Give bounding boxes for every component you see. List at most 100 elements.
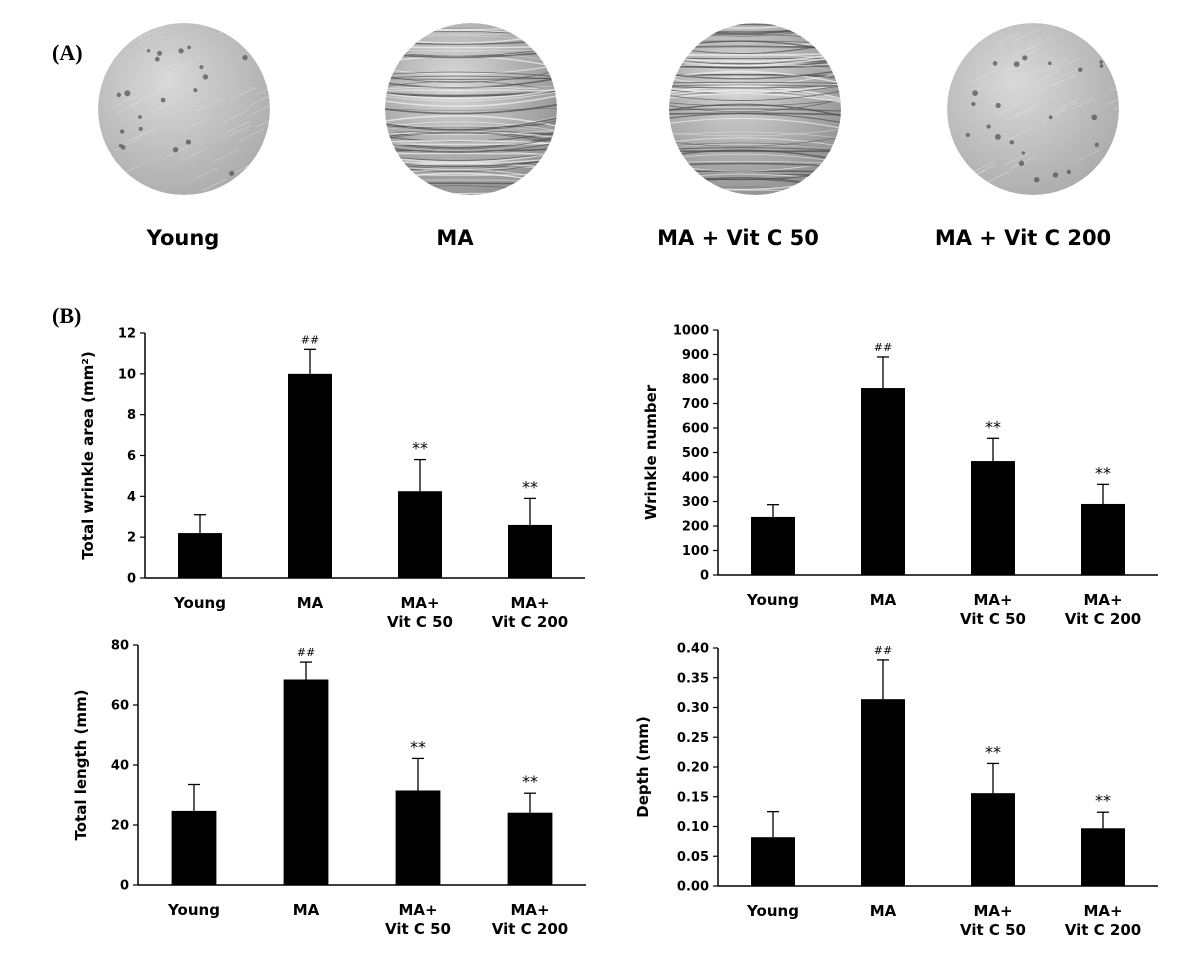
significance-label: ** xyxy=(522,772,538,791)
y-axis-label: Total wrinkle area (mm²) xyxy=(79,351,97,559)
y-tick-label: 900 xyxy=(682,348,709,363)
y-tick-label: 12 xyxy=(118,327,136,342)
x-tick-label: Vit C 200 xyxy=(1065,921,1141,939)
bar xyxy=(171,810,217,885)
x-tick-label: Vit C 50 xyxy=(387,613,453,631)
x-tick-label: MA xyxy=(293,901,320,919)
bar xyxy=(507,812,553,885)
chart-wrinkle-number: 0 100 200 300 400 500 600 700 800 900 1000 Wrinkle … xyxy=(642,324,1158,628)
x-tick-label: MA+ xyxy=(1083,591,1122,609)
panel-label-b: (B) xyxy=(52,303,82,328)
bar xyxy=(751,516,795,575)
significance-label: ## xyxy=(297,646,315,659)
y-tick-label: 40 xyxy=(111,759,129,774)
significance-label: ## xyxy=(301,333,319,346)
photo-label-ma: MA xyxy=(436,226,474,250)
significance-label: ** xyxy=(412,439,428,458)
panel-label-a: (A) xyxy=(52,40,83,65)
x-tick-label: Vit C 200 xyxy=(1065,610,1141,628)
x-tick-label: Vit C 50 xyxy=(960,610,1026,628)
y-tick-label: 2 xyxy=(127,531,136,546)
y-tick-label: 10 xyxy=(118,367,136,382)
y-tick-label: 0.05 xyxy=(677,850,709,865)
significance-label: ** xyxy=(410,737,426,756)
y-tick-label: 0.30 xyxy=(677,701,709,716)
bar xyxy=(971,793,1015,886)
significance-label: ## xyxy=(874,341,892,354)
significance-label: ** xyxy=(985,417,1001,436)
y-tick-label: 0 xyxy=(120,879,129,894)
x-tick-label: MA+ xyxy=(510,594,549,612)
y-tick-label: 0.20 xyxy=(677,761,709,776)
y-tick-label: 200 xyxy=(682,520,709,535)
y-tick-label: 0 xyxy=(700,569,709,584)
photo-young xyxy=(98,23,270,195)
y-tick-label: 400 xyxy=(682,471,709,486)
bar xyxy=(395,790,441,885)
photo-ma-vitc200 xyxy=(947,23,1119,195)
x-tick-label: Young xyxy=(746,902,799,920)
x-tick-label: Young xyxy=(167,901,220,919)
x-tick-label: Young xyxy=(746,591,799,609)
photo-label-young: Young xyxy=(146,226,220,250)
bar xyxy=(971,461,1015,575)
bar xyxy=(1081,828,1125,886)
y-axis-label: Total length (mm) xyxy=(72,690,90,841)
bar xyxy=(861,388,905,575)
chart-depth: 0.00 0.05 0.10 0.15 0.20 0.25 0.30 0.35 0.40 Dept… xyxy=(634,642,1158,939)
y-tick-label: 20 xyxy=(111,819,129,834)
y-tick-label: 80 xyxy=(111,639,129,654)
y-tick-label: 6 xyxy=(127,449,136,464)
y-tick-label: 0.35 xyxy=(677,671,709,686)
y-tick-label: 700 xyxy=(682,397,709,412)
x-tick-label: MA+ xyxy=(400,594,439,612)
significance-label: ** xyxy=(985,742,1001,761)
y-tick-label: 0.40 xyxy=(677,642,709,657)
bar xyxy=(398,491,442,578)
y-tick-label: 1000 xyxy=(673,324,709,339)
x-tick-label: MA xyxy=(870,902,897,920)
bar xyxy=(283,679,329,885)
significance-label: ** xyxy=(1095,463,1111,482)
y-axis-label: Wrinkle number xyxy=(642,384,660,520)
bar xyxy=(508,524,552,578)
x-tick-label: MA xyxy=(870,591,897,609)
y-tick-label: 100 xyxy=(682,544,709,559)
chart-wrinkle-area: 0 2 4 6 8 10 12 Total wrinkle area (mm²) Young ##… xyxy=(79,327,585,631)
x-tick-label: Vit C 200 xyxy=(492,613,568,631)
y-tick-label: 4 xyxy=(127,490,136,505)
x-tick-label: MA+ xyxy=(973,902,1012,920)
y-tick-label: 500 xyxy=(682,446,709,461)
x-tick-label: Vit C 200 xyxy=(492,920,568,938)
photo-label-ma-vitc50: MA + Vit C 50 xyxy=(657,226,819,250)
bar xyxy=(1081,503,1125,575)
x-tick-label: Young xyxy=(173,594,226,612)
bar xyxy=(751,837,795,886)
photo-ma-vitc50 xyxy=(669,23,841,195)
x-tick-label: MA xyxy=(297,594,324,612)
bar xyxy=(861,699,905,886)
y-tick-label: 0.10 xyxy=(677,820,709,835)
y-tick-label: 0.00 xyxy=(677,880,709,895)
chart-total-length: 0 20 40 60 80 Total length (mm) Young ## MA ** MA+… xyxy=(72,639,586,938)
bar xyxy=(178,533,222,578)
y-tick-label: 8 xyxy=(127,408,136,423)
x-tick-label: MA+ xyxy=(510,901,549,919)
y-tick-label: 800 xyxy=(682,373,709,388)
significance-label: ## xyxy=(874,644,892,657)
significance-label: ** xyxy=(522,477,538,496)
y-tick-label: 60 xyxy=(111,699,129,714)
significance-label: ** xyxy=(1095,791,1111,810)
x-tick-label: MA+ xyxy=(973,591,1012,609)
x-tick-label: Vit C 50 xyxy=(385,920,451,938)
x-tick-label: Vit C 50 xyxy=(960,921,1026,939)
x-tick-label: MA+ xyxy=(1083,902,1122,920)
photo-label-ma-vitc200: MA + Vit C 200 xyxy=(934,226,1112,250)
y-tick-label: 0 xyxy=(127,572,136,587)
y-tick-label: 600 xyxy=(682,422,709,437)
y-tick-label: 0.15 xyxy=(677,790,709,805)
bar xyxy=(288,373,332,578)
x-tick-label: MA+ xyxy=(398,901,437,919)
y-tick-label: 300 xyxy=(682,495,709,510)
y-tick-label: 0.25 xyxy=(677,731,709,746)
